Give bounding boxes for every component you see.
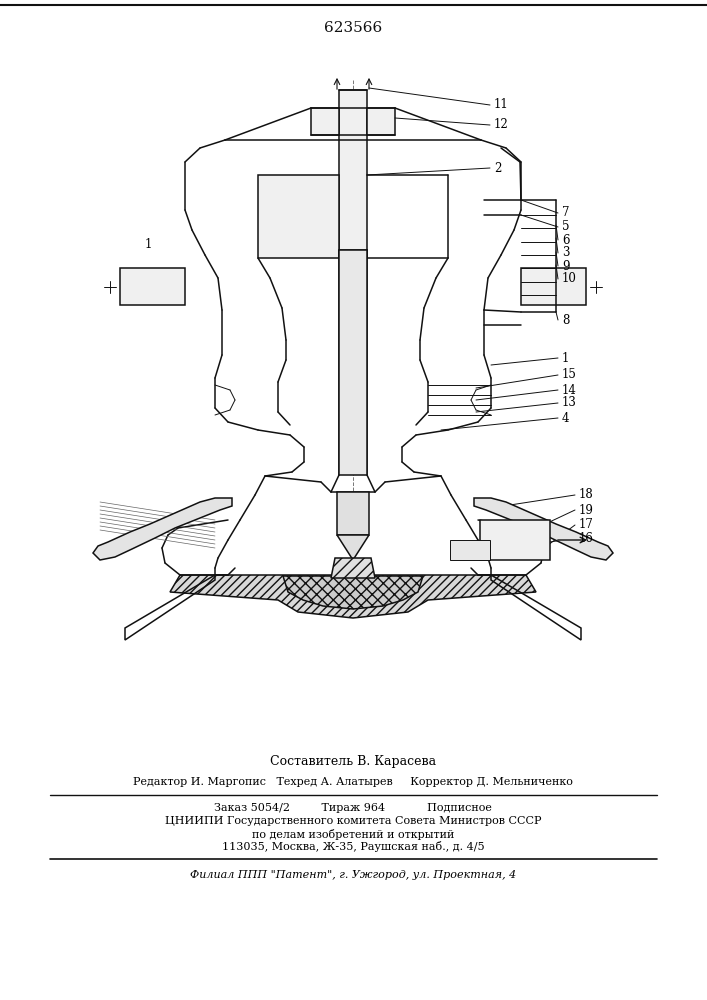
Text: 11: 11 <box>494 99 509 111</box>
Text: 113035, Москва, Ж-35, Раушская наб., д. 4/5: 113035, Москва, Ж-35, Раушская наб., д. … <box>222 840 484 852</box>
Text: 2: 2 <box>494 161 501 174</box>
Text: 13: 13 <box>562 396 577 410</box>
Text: 10: 10 <box>562 272 577 286</box>
Text: 16: 16 <box>579 532 594 544</box>
Polygon shape <box>337 492 369 535</box>
Polygon shape <box>339 250 367 475</box>
Polygon shape <box>258 175 339 258</box>
Text: 4: 4 <box>562 412 570 424</box>
Polygon shape <box>93 498 232 560</box>
Text: Заказ 5054/2         Тираж 964            Подписное: Заказ 5054/2 Тираж 964 Подписное <box>214 803 492 813</box>
Text: 17: 17 <box>579 518 594 532</box>
Text: 5: 5 <box>562 221 570 233</box>
Polygon shape <box>120 268 185 305</box>
Text: 9: 9 <box>562 259 570 272</box>
Text: ЦНИИПИ Государственного комитета Совета Министров СССР: ЦНИИПИ Государственного комитета Совета … <box>165 816 542 826</box>
Text: 7: 7 <box>562 207 570 220</box>
Text: Филиал ППП "Патент", г. Ужгород, ул. Проектная, 4: Филиал ППП "Патент", г. Ужгород, ул. Про… <box>190 870 516 880</box>
Text: 3: 3 <box>562 246 570 259</box>
Text: 1: 1 <box>145 238 153 251</box>
Text: 623566: 623566 <box>324 21 382 35</box>
Text: Редактор И. Маргопис   Техред А. Алатырев     Корректор Д. Мельниченко: Редактор И. Маргопис Техред А. Алатырев … <box>133 777 573 787</box>
Polygon shape <box>283 576 423 609</box>
Text: 18: 18 <box>579 488 594 502</box>
Polygon shape <box>331 558 375 578</box>
Text: 19: 19 <box>579 504 594 516</box>
Polygon shape <box>311 108 339 135</box>
Polygon shape <box>521 268 586 305</box>
Text: 6: 6 <box>562 233 570 246</box>
Polygon shape <box>367 108 395 135</box>
Polygon shape <box>480 520 550 560</box>
Text: 1: 1 <box>562 352 569 364</box>
Polygon shape <box>339 90 367 250</box>
Polygon shape <box>450 540 490 560</box>
Text: Составитель В. Карасева: Составитель В. Карасева <box>270 756 436 768</box>
Text: 14: 14 <box>562 383 577 396</box>
Text: по делам изобретений и открытий: по делам изобретений и открытий <box>252 828 454 840</box>
Polygon shape <box>337 535 369 560</box>
Text: 15: 15 <box>562 368 577 381</box>
Text: 8: 8 <box>562 314 569 326</box>
Polygon shape <box>474 498 613 560</box>
Text: 12: 12 <box>494 118 509 131</box>
Polygon shape <box>170 575 536 618</box>
